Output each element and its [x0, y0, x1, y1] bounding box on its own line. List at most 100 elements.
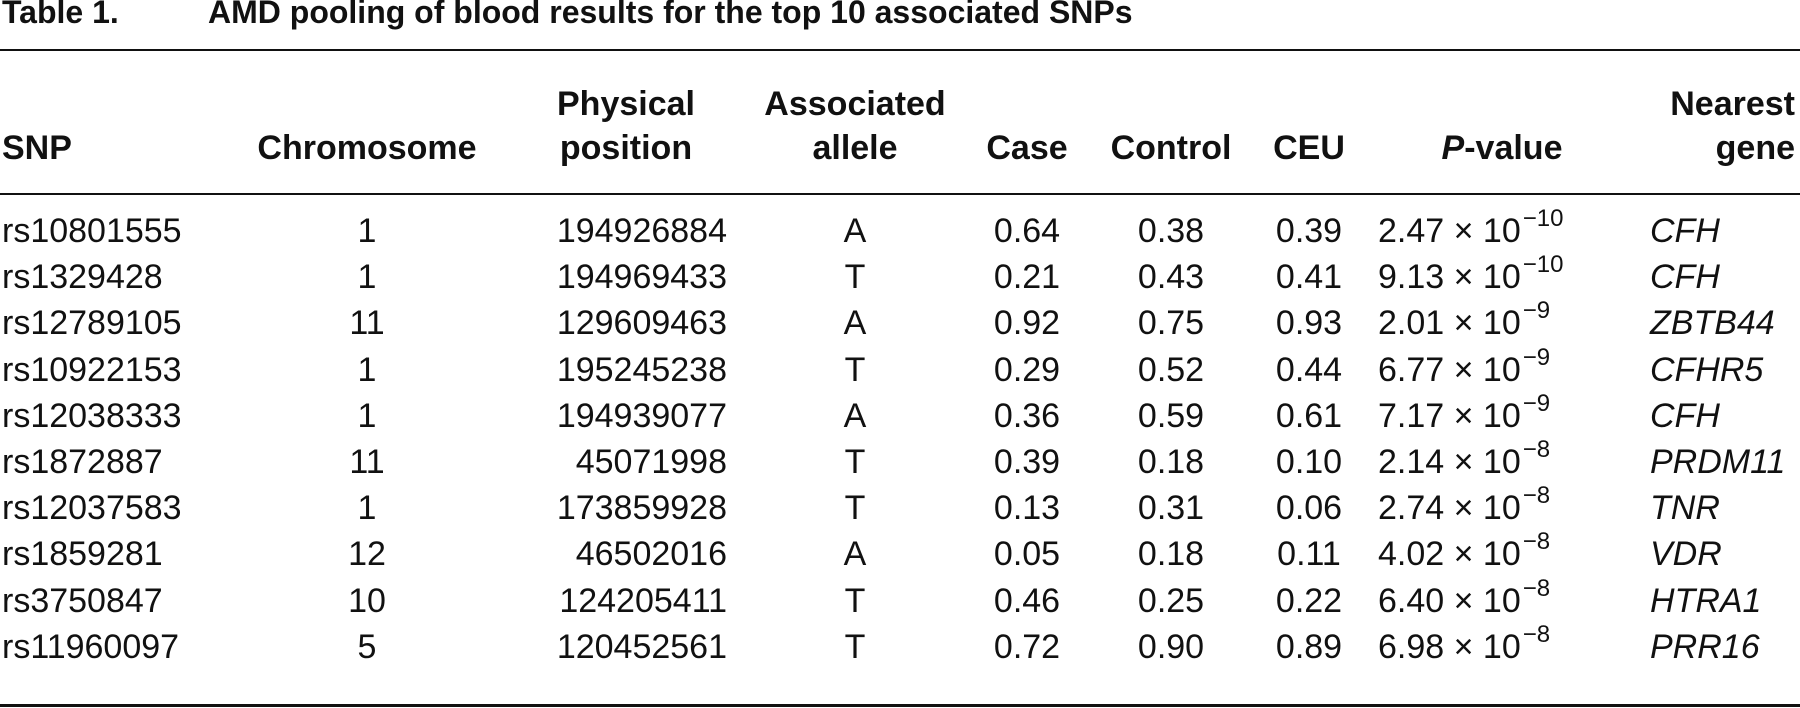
top-rule	[0, 49, 1800, 51]
table-cell: A	[843, 396, 867, 435]
table-cell: 1	[357, 489, 377, 528]
table-cell: rs12038333	[2, 396, 182, 435]
column-header: allele	[812, 129, 898, 167]
column-header: Case	[986, 129, 1068, 167]
table-cell: 1	[357, 212, 377, 250]
table-cell: 194969433	[556, 258, 727, 297]
p-value: 7.17 × 10−9	[1378, 391, 1550, 436]
p-value-exponent: −8	[1522, 436, 1551, 463]
header-text: -value	[1464, 129, 1563, 167]
table-cell: 195245238	[556, 350, 727, 389]
gene-cell: PRR16	[1650, 627, 1760, 666]
table-cell: 11	[349, 443, 385, 481]
p-value-exponent: −8	[1522, 482, 1551, 510]
p-value-exponent: −9	[1522, 343, 1551, 371]
p-value-base: 2.14 × 10	[1378, 443, 1521, 481]
column-header: Associated	[764, 85, 946, 123]
table-cell: 12	[348, 535, 386, 574]
column-header: position	[559, 129, 693, 167]
p-value-exponent: −9	[1522, 297, 1551, 325]
p-value: 6.77 × 10−9	[1378, 345, 1550, 390]
table-cell: 0.52	[1137, 350, 1205, 389]
table-title: AMD pooling of blood results for the top…	[208, 0, 1133, 30]
table-cell: rs3750847	[2, 581, 163, 620]
gene-cell: CFH	[1650, 258, 1720, 297]
table-cell: 0.21	[993, 258, 1061, 297]
p-value: 6.98 × 10−8	[1378, 622, 1550, 667]
table-cell: 0.10	[1275, 443, 1343, 481]
table-cell: 0.89	[1275, 627, 1343, 666]
p-value: 2.14 × 10−8	[1378, 438, 1550, 482]
p-value-exponent: −10	[1522, 251, 1564, 279]
p-value: 4.02 × 10−8	[1378, 530, 1550, 574]
table-cell: 0.25	[1137, 581, 1205, 620]
table-cell: 0.64	[993, 212, 1061, 250]
table-cell: rs1329428	[2, 258, 163, 297]
table-cell: 0.05	[993, 535, 1061, 574]
table-cell: 0.92	[993, 304, 1061, 343]
column-header: CEU	[1273, 129, 1345, 167]
table-cell: T	[844, 350, 866, 389]
table-cell: 0.59	[1137, 396, 1205, 435]
table-cell: 0.72	[993, 627, 1061, 666]
table-cell: 0.06	[1275, 489, 1343, 528]
table-cell: rs10922153	[2, 350, 182, 389]
table-cell: 1	[357, 258, 377, 297]
column-header: Chromosome	[257, 129, 477, 167]
table-cell: 0.13	[993, 489, 1061, 528]
table-cell: 194939077	[556, 396, 727, 435]
bottom-rule	[0, 704, 1800, 707]
table-cell: A	[843, 212, 867, 250]
table-cell: 5	[357, 627, 377, 666]
table-cell: rs12037583	[2, 489, 182, 528]
table-cell: 0.36	[993, 396, 1061, 435]
p-value: 6.40 × 10−8	[1378, 576, 1550, 621]
p-value: 2.01 × 10−9	[1378, 299, 1550, 343]
p-value-base: 6.98 × 10	[1378, 627, 1521, 666]
table-cell: 173859928	[556, 489, 727, 528]
table-cell: 124205411	[559, 581, 727, 620]
table-cell: T	[844, 627, 866, 666]
p-value-base: 2.47 × 10	[1378, 212, 1521, 250]
column-header: Nearest	[1670, 85, 1795, 123]
p-value-exponent: −8	[1522, 620, 1551, 648]
p-value-base: 2.74 × 10	[1378, 489, 1521, 528]
gene-cell: PRDM11	[1650, 443, 1786, 481]
gene-cell: HTRA1	[1650, 581, 1762, 620]
table-cell: T	[844, 258, 866, 297]
table-cell: T	[844, 443, 866, 481]
table-cell: 10	[348, 581, 386, 620]
table-cell: 0.18	[1137, 443, 1205, 481]
gene-cell: VDR	[1650, 535, 1722, 574]
p-value-base: 4.02 × 10	[1378, 535, 1521, 574]
p-value-exponent: −10	[1522, 205, 1564, 232]
table-cell: 0.22	[1275, 581, 1343, 620]
table-cell: 0.44	[1275, 350, 1343, 389]
table-cell: rs10801555	[2, 212, 182, 250]
gene-cell: TNR	[1650, 489, 1720, 528]
table-cell: 0.46	[993, 581, 1061, 620]
p-value-base: 6.40 × 10	[1378, 581, 1521, 620]
column-header: Control	[1110, 129, 1232, 167]
table-cell: 1	[357, 396, 377, 435]
table-cell: rs1872887	[2, 443, 163, 481]
table-label: Table 1.	[2, 0, 119, 30]
table-cell: A	[843, 535, 867, 574]
table-cell: T	[844, 581, 866, 620]
p-value-exponent: −8	[1522, 574, 1551, 602]
table-cell: 0.39	[993, 443, 1061, 481]
table-cell: A	[843, 304, 867, 343]
table-cell: 0.75	[1137, 304, 1205, 343]
table-cell: T	[844, 489, 866, 528]
table-cell: 45071998	[575, 443, 727, 481]
table-cell: 11	[349, 304, 385, 343]
header-rule	[0, 193, 1800, 195]
gene-cell: CFHR5	[1650, 350, 1764, 389]
p-value-exponent: −9	[1522, 389, 1551, 417]
gene-cell: CFH	[1650, 212, 1720, 250]
table-cell: 0.41	[1275, 258, 1343, 297]
column-header: P-value	[1442, 128, 1563, 168]
column-header: SNP	[2, 129, 72, 167]
table-cell: rs11960097	[2, 627, 180, 666]
